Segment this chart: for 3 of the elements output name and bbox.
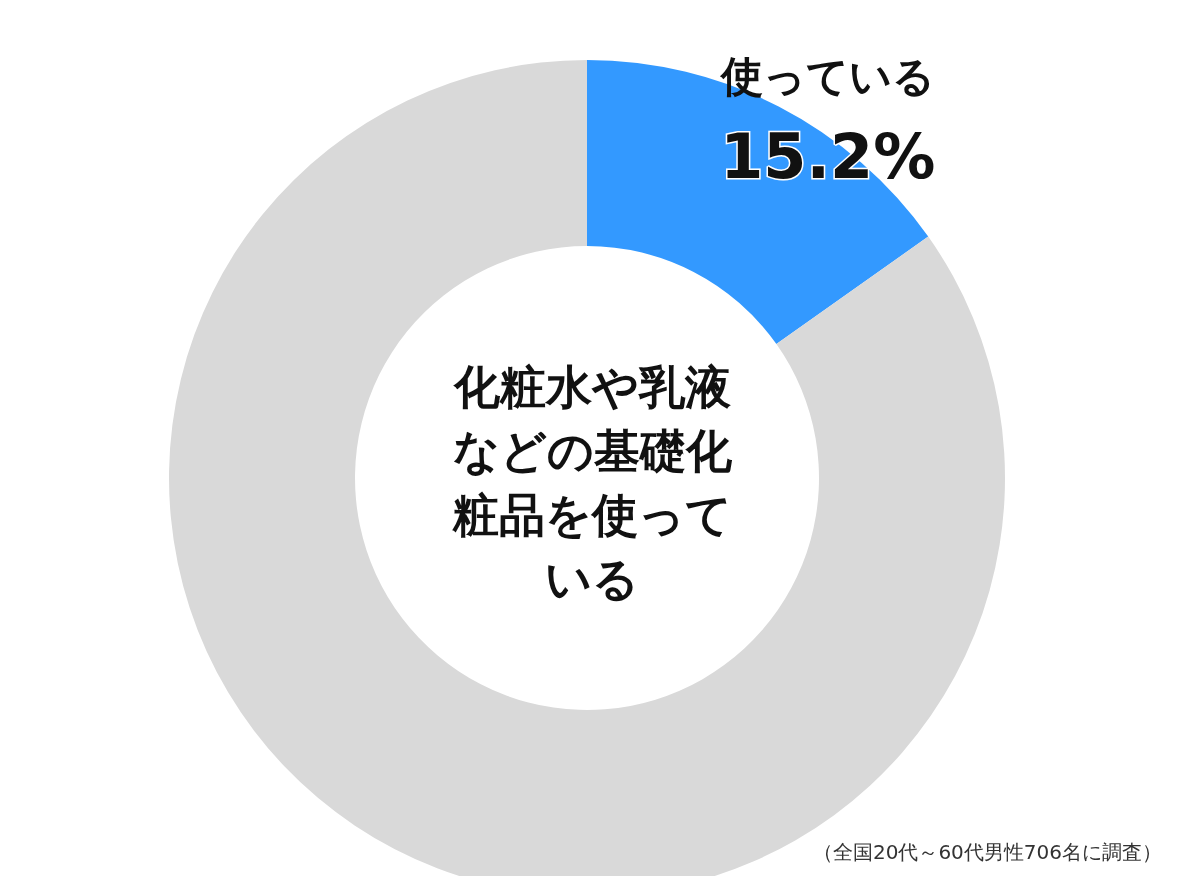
text: 化粧水や乳液などの基礎化粧品を使っている [451, 360, 733, 606]
text: （全国20代～60代男性706名に調査） [812, 840, 1163, 864]
slice-label: 使っている [718, 52, 935, 102]
